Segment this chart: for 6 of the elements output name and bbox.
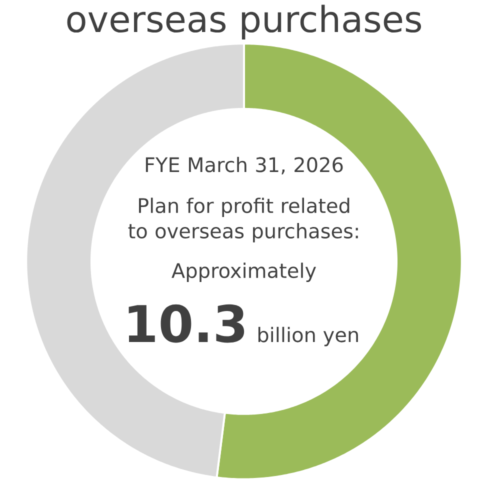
- text: 10.3: [128, 304, 244, 343]
- text: FYE March 31, 2026: [146, 156, 343, 174]
- text: Plan for profit related to overseas purchases:: [128, 198, 358, 242]
- text: Approximately: [172, 262, 316, 282]
- chart-title: overseas purchases: [67, 4, 421, 40]
- text: billion yen: [258, 326, 358, 346]
